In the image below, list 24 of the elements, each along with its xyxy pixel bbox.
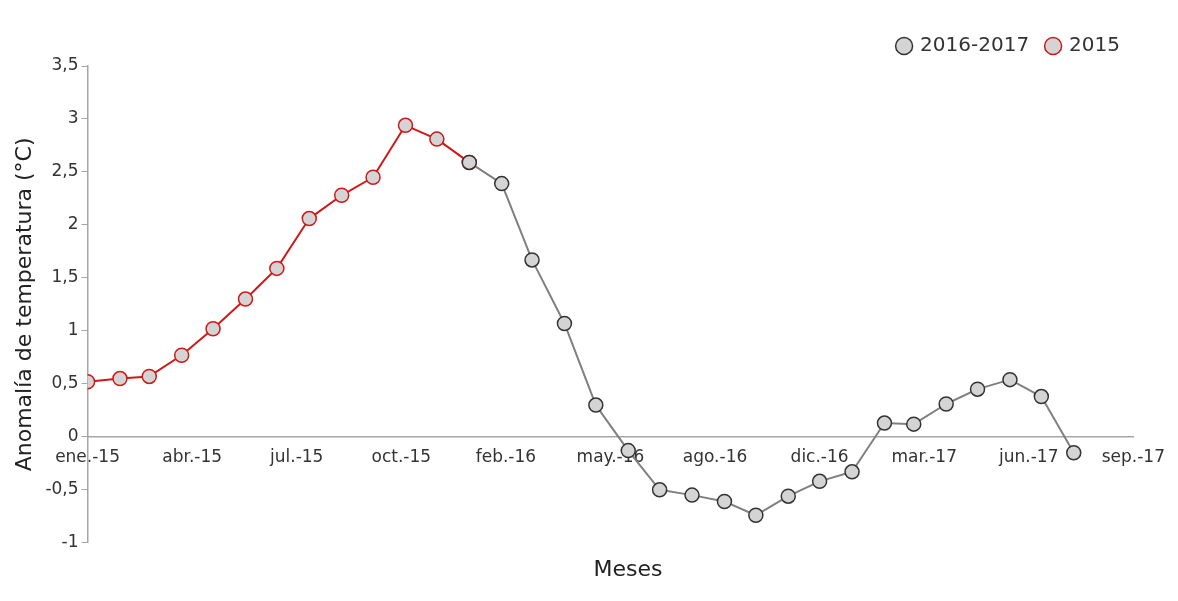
y-tick-label: 0 [67, 425, 79, 446]
x-tick-label: dic.-16 [790, 446, 849, 467]
x-tick-label: ago.-16 [682, 446, 748, 467]
x-tick-label: abr.-15 [162, 446, 223, 467]
legend-label: 2015 [1069, 32, 1121, 57]
y-tick-label: 2 [67, 213, 79, 234]
y-tick-label: 3,5 [51, 54, 79, 75]
legend-label: 2016-2017 [920, 32, 1030, 57]
y-tick-label: -0,5 [45, 478, 79, 499]
y-tick-label: 1 [67, 319, 79, 340]
y-tick-label: 3 [67, 107, 79, 128]
x-axis-title: Meses [592, 556, 664, 581]
y-tick-label: 0,5 [51, 372, 79, 393]
x-tick-label: sep.-17 [1101, 446, 1165, 467]
y-tick-label: 1,5 [51, 266, 79, 287]
y-tick-label: 2,5 [51, 160, 79, 181]
x-tick-label: jun.-17 [998, 446, 1059, 467]
y-axis-title: Anomalía de temperatura (°C) [10, 137, 36, 472]
x-tick-label: mar.-17 [891, 446, 957, 467]
y-tick-label: -1 [61, 531, 79, 552]
x-tick-label: feb.-16 [475, 446, 537, 467]
x-tick-label: ene.-15 [55, 446, 121, 467]
x-tick-label: oct.-15 [371, 446, 432, 467]
x-tick-label: jul.-15 [269, 446, 324, 467]
